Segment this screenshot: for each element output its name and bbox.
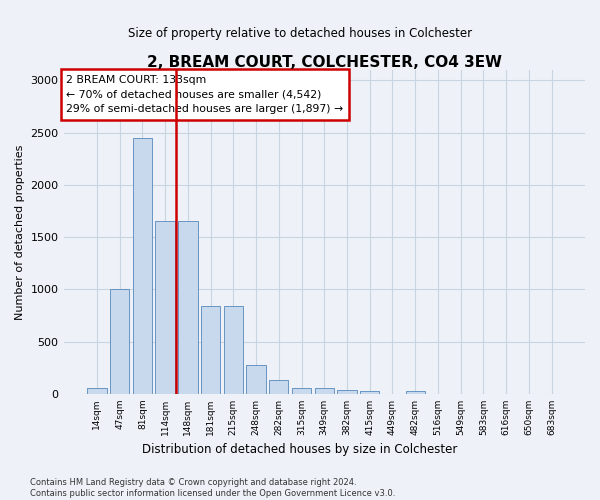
Y-axis label: Number of detached properties: Number of detached properties — [15, 144, 25, 320]
Text: 2 BREAM COURT: 133sqm
← 70% of detached houses are smaller (4,542)
29% of semi-d: 2 BREAM COURT: 133sqm ← 70% of detached … — [66, 75, 343, 114]
Bar — [87, 388, 107, 394]
Text: Contains HM Land Registry data © Crown copyright and database right 2024.
Contai: Contains HM Land Registry data © Crown c… — [30, 478, 395, 498]
Bar — [224, 306, 243, 394]
Bar — [292, 388, 311, 394]
Text: Distribution of detached houses by size in Colchester: Distribution of detached houses by size … — [142, 442, 458, 456]
Bar — [314, 388, 334, 394]
Bar — [178, 222, 197, 394]
Bar — [110, 290, 130, 394]
Bar — [360, 391, 379, 394]
Bar — [155, 222, 175, 394]
Bar — [406, 390, 425, 394]
Bar — [247, 364, 266, 394]
Bar — [269, 380, 289, 394]
Bar — [201, 306, 220, 394]
Text: Size of property relative to detached houses in Colchester: Size of property relative to detached ho… — [128, 28, 472, 40]
Bar — [337, 390, 356, 394]
Bar — [133, 138, 152, 394]
Title: 2, BREAM COURT, COLCHESTER, CO4 3EW: 2, BREAM COURT, COLCHESTER, CO4 3EW — [147, 55, 502, 70]
